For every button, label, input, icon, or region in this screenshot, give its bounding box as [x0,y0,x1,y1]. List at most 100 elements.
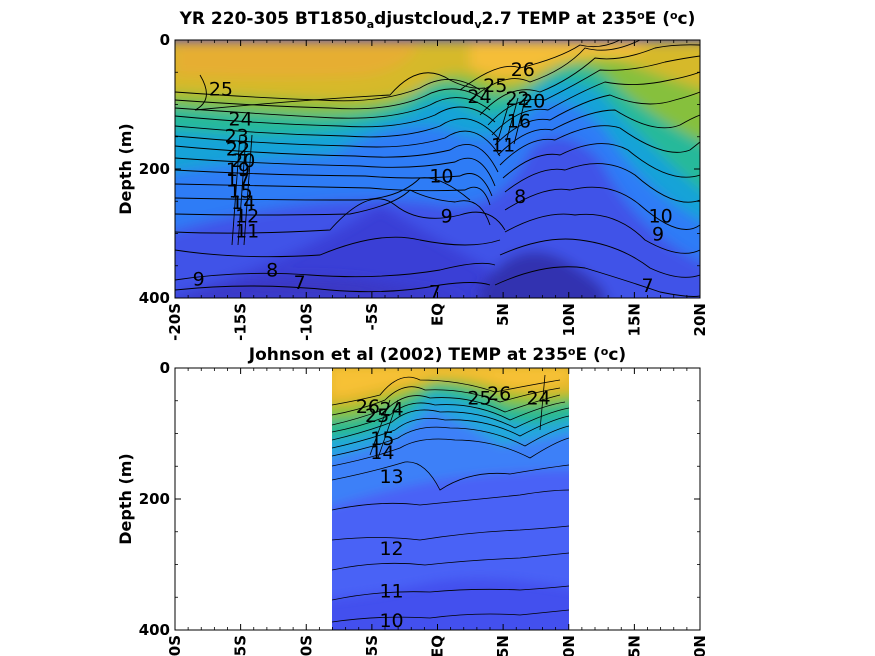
contour-line [332,415,569,449]
contour-line [332,525,569,541]
observed-x-tick-label: -15S [232,635,250,656]
contour-line [194,72,486,111]
model-contour-label: 24 [229,109,253,131]
model-contour-label: 10 [649,205,673,227]
model-contour-label: 11 [235,220,259,242]
observed-y-tick-label: 0 [160,359,170,377]
contour-line [332,425,569,457]
observed-contour-label: 24 [379,399,403,421]
contour-line [332,394,561,426]
model-contour-label: 7 [294,272,306,294]
contour-line [175,262,496,281]
contour-line [332,407,569,441]
model-axes: -20S -15S -10S -5S EQ 5N 10N 15N 20N 0 200 400 [139,31,709,341]
contour-line [504,163,700,203]
contour-line [237,134,247,246]
observed-contour-label: 15 [370,428,394,450]
contour-line [469,40,641,101]
observed-title-part: c) [608,345,626,365]
contour-line [332,401,566,433]
contour-line [499,125,700,166]
model-contour-label: 19 [226,159,250,181]
model-title-part: a [367,18,374,31]
observed-contour-label: 24 [526,387,550,409]
contour-line [505,97,519,143]
model-x-tick-label: -5S [363,303,381,330]
model-contour-lines [175,40,700,297]
model-x-tick-label: 20N [691,303,709,336]
contour-line [487,55,700,126]
observed-title-part: Johnson et al (2002) TEMP at 235 [248,345,568,365]
observed-y-tick-label: 400 [139,621,170,639]
contour-line [175,198,506,234]
observed-y-tick-label: 200 [139,490,170,508]
contour-line [175,79,481,102]
contour-line [231,134,241,246]
model-contour-label: 22 [226,138,250,160]
contour-line [502,143,700,179]
observed-contour-label: 14 [370,442,394,464]
observed-contour-label: 12 [379,538,403,560]
observed-x-tick-label: 20N [691,635,709,656]
model-y-tick-label: 0 [160,31,170,49]
observed-contour-label: 11 [379,581,403,603]
contour-line [175,177,471,201]
contour-line [479,44,700,116]
observed-contour-lines [332,374,569,623]
observed-x-tick-label: 10N [560,635,578,656]
observed-contour-label: 25 [365,405,389,427]
contour-line [332,386,561,416]
contour-line [175,88,486,110]
contour-line [369,399,391,456]
model-contour-label: 10 [429,165,453,187]
contour-line [497,109,700,156]
model-x-tick-label: -20S [166,303,184,341]
observed-temperature-panel: Johnson et al (2002) TEMP at 235oE (oc) [116,345,709,656]
observed-x-tick-label: -10S [297,635,315,656]
contour-line [175,143,499,173]
observed-x-tick-label: 5N [494,635,512,656]
model-contour-label: 16 [507,111,531,133]
contour-line [513,95,527,145]
model-contour-label: 8 [266,260,278,282]
contour-line [332,437,569,467]
observed-x-tick-label: EQ [429,635,447,656]
model-contour-label: 24 [467,86,491,108]
contour-line [539,374,546,431]
contour-line [332,552,569,571]
contour-line [332,609,569,623]
model-title-part: o [670,9,678,22]
model-contour-label: 20 [521,91,545,113]
contour-line [175,183,491,206]
model-y-tick-label: 400 [139,289,170,307]
contour-line [491,71,700,136]
model-title-part: djustcloud [374,9,474,29]
contour-line [243,134,253,246]
contour-line [175,97,491,119]
model-panel-title: YR 220-305 BT1850adjustcloudv2.7 TEMP at… [179,9,696,31]
model-contour-label: 7 [429,282,441,304]
model-x-tick-label: -15S [232,303,250,341]
contour-line [175,118,501,141]
model-contour-label: 25 [483,75,507,97]
model-y-tick-label: 200 [139,160,170,178]
contour-line [332,461,569,491]
observed-contour-label: 13 [379,466,403,488]
contour-line [504,213,700,254]
model-temperature-panel: YR 220-305 BT1850adjustcloudv2.7 TEMP at… [116,9,709,341]
contour-line [459,40,621,91]
model-contour-label: 22 [505,88,529,110]
observed-contour-label: 26 [356,396,380,418]
contour-line [332,489,569,511]
contour-line [175,157,496,187]
observed-title-part: o [601,345,609,358]
model-x-tick-label: EQ [429,303,447,326]
model-contour-label: 25 [209,78,233,100]
model-y-axis-label: Depth (m) [116,123,135,215]
contour-line [175,189,491,226]
contour-line [377,399,399,459]
observed-title-part: o [568,345,576,358]
